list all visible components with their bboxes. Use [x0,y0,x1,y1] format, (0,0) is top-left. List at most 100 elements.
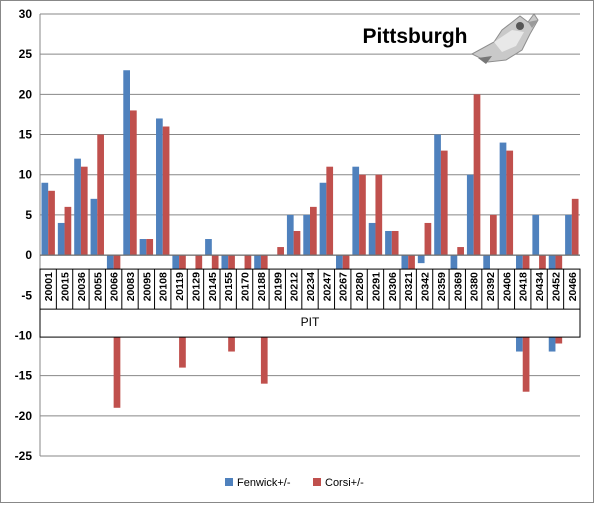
x-tick-label: 20392 [485,272,497,301]
bar-corsi [130,110,137,256]
bar-corsi [571,198,579,256]
bar-corsi [457,247,464,256]
bar-fenwick [254,255,261,280]
bar-fenwick [57,222,65,256]
bar-corsi [539,255,546,272]
bar-fenwick [123,70,130,256]
bar-corsi [440,150,448,256]
x-tick-label: 20234 [305,272,317,301]
bar-corsi [506,150,514,256]
x-tick-label: 20434 [534,272,546,301]
bar-fenwick [303,214,310,256]
x-tick-label: 20247 [321,272,333,301]
bar-fenwick [352,166,360,256]
x-tick-label: 20406 [501,272,513,301]
x-tick-label: 20119 [174,272,186,301]
bar-corsi [211,255,219,272]
x-tick-label: 20291 [370,272,382,301]
bar-fenwick [90,198,98,256]
x-tick-label: 20129 [190,272,202,301]
x-tick-label: 20036 [76,272,88,301]
y-tick-label: 25 [19,47,33,61]
bar-corsi [490,214,497,256]
x-tick-label: 20342 [420,272,432,301]
x-tick-label: 20001 [43,272,55,301]
bar-fenwick [319,182,327,256]
bar-corsi [146,239,154,256]
x-tick-label: 20359 [436,272,448,301]
chart-title: Pittsburgh [363,25,468,48]
y-tick-label: 20 [19,87,33,101]
bar-corsi [424,222,432,256]
x-tick-label: 20418 [518,272,530,301]
bar-corsi [97,134,104,256]
y-tick-label: 30 [19,7,33,21]
x-tick-label: 20170 [240,272,252,301]
bar-corsi [310,206,317,256]
legend-swatch [313,478,321,486]
bar-fenwick [499,142,507,256]
bar-fenwick [385,230,392,256]
y-tick-label: 5 [25,208,32,222]
bar-corsi [293,230,301,256]
bar-corsi [195,255,203,280]
bar-corsi [162,126,170,256]
x-tick-label: 20083 [125,272,137,301]
bar-fenwick [466,174,474,256]
x-tick-label: 20267 [338,272,350,301]
bar-corsi [277,247,284,256]
y-tick-label: -15 [15,369,33,383]
x-tick-label: 20212 [289,272,301,301]
x-tick-label: 20145 [207,272,219,301]
y-tick-label: 10 [19,168,33,182]
legend-swatch [225,478,233,486]
x-tick-label: 20188 [256,272,268,301]
bar-fenwick [417,255,425,264]
x-tick-label: 20466 [567,272,579,301]
bar-corsi [244,255,252,280]
bar-fenwick [139,239,147,256]
y-tick-label: 15 [19,128,33,142]
x-axis-title: PIT [301,315,320,329]
bar-fenwick [74,158,81,256]
x-tick-label: 20369 [452,272,464,301]
bar-corsi [359,174,366,256]
bar-corsi [375,174,383,256]
bar-fenwick [41,182,49,256]
bar-fenwick [156,118,163,256]
y-tick-label: -20 [15,409,33,423]
bar-corsi [64,206,72,256]
bar-corsi [80,166,88,256]
bar-fenwick [286,214,294,256]
x-category-label-box [39,268,581,338]
y-tick-label: -5 [21,288,32,302]
bar-fenwick [532,214,540,256]
x-tick-label: 20055 [92,272,104,301]
bar-corsi [391,230,399,256]
y-tick-label: 0 [25,248,32,262]
x-tick-label: 20095 [141,272,153,301]
x-tick-label: 20452 [550,272,562,301]
bar-fenwick [565,214,572,256]
bar-corsi [473,94,481,256]
bar-corsi [48,190,55,256]
bar-corsi [326,166,334,256]
x-tick-label: 20108 [158,272,170,301]
x-tick-label: 20380 [469,272,481,301]
bar-fenwick [450,255,458,280]
y-tick-label: -10 [15,328,33,342]
x-tick-label: 20066 [109,272,121,301]
legend-label: Corsi+/- [325,477,364,489]
x-tick-label: 20015 [60,272,72,301]
x-tick-label: 20306 [387,272,399,301]
y-tick-label: -25 [15,449,33,463]
x-tick-label: 20321 [403,272,415,301]
x-tick-label: 20155 [223,272,235,301]
x-tick-label: 20280 [354,272,366,301]
x-tick-label: 20199 [272,272,284,301]
penguins-logo-icon [470,13,539,64]
bar-fenwick [205,239,212,256]
legend-label: Fenwick+/- [237,477,291,489]
